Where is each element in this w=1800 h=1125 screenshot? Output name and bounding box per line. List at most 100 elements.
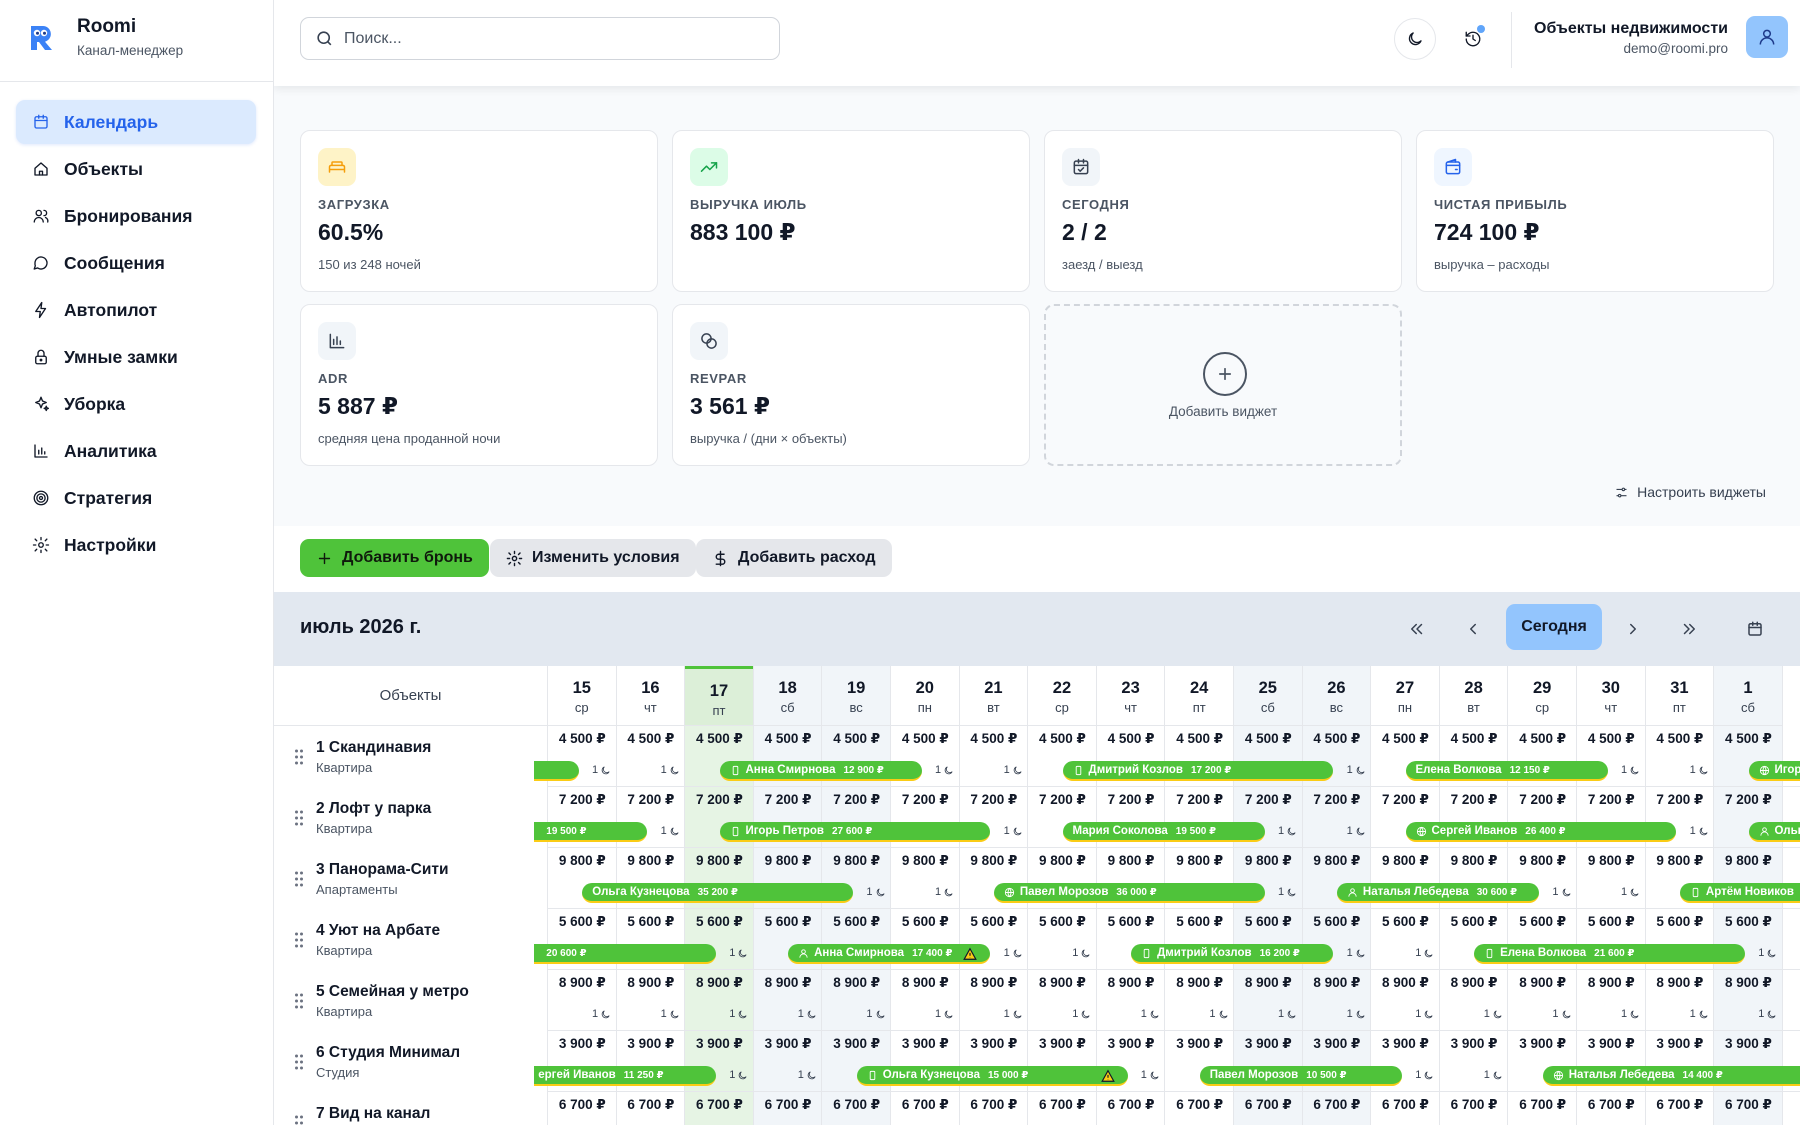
- nightly-price[interactable]: 8 900 ₽: [901, 975, 949, 990]
- sidebar-item-message[interactable]: Сообщения: [16, 241, 256, 285]
- nightly-price[interactable]: 4 500 ₽: [1450, 731, 1498, 746]
- day-header[interactable]: 26 вс: [1302, 666, 1371, 726]
- nightly-price[interactable]: 9 800 ₽: [696, 853, 743, 868]
- nightly-price[interactable]: 7 200 ₽: [1656, 792, 1704, 807]
- booking-bar[interactable]: Ольга Кузнецова 15 000 ₽: [856, 1066, 1128, 1086]
- nightly-price[interactable]: 5 600 ₽: [1176, 914, 1224, 929]
- prev-week-button[interactable]: [1452, 608, 1494, 650]
- nightly-price[interactable]: 6 700 ₽: [1244, 1097, 1292, 1112]
- nightly-price[interactable]: 8 900 ₽: [696, 975, 743, 990]
- nightly-price[interactable]: 7 200 ₽: [1450, 792, 1498, 807]
- nightly-price[interactable]: 9 800 ₽: [1382, 853, 1429, 868]
- nightly-price[interactable]: 6 700 ₽: [1519, 1097, 1567, 1112]
- booking-bar[interactable]: Мария Соколова 19 500 ₽: [1062, 822, 1265, 842]
- nightly-price[interactable]: 3 900 ₽: [1382, 1036, 1429, 1051]
- nightly-price[interactable]: 4 500 ₽: [1176, 731, 1224, 746]
- nightly-price[interactable]: 4 500 ₽: [1107, 731, 1155, 746]
- nightly-price[interactable]: 3 900 ₽: [1244, 1036, 1292, 1051]
- nightly-price[interactable]: 5 600 ₽: [1725, 914, 1772, 929]
- nightly-price[interactable]: 9 800 ₽: [1587, 853, 1635, 868]
- nightly-price[interactable]: 9 800 ₽: [1656, 853, 1704, 868]
- nightly-price[interactable]: 7 200 ₽: [764, 792, 812, 807]
- property-cell[interactable]: 7 Вид на канал: [274, 1092, 548, 1125]
- nightly-price[interactable]: 5 600 ₽: [1313, 914, 1361, 929]
- nightly-price[interactable]: 4 500 ₽: [696, 731, 743, 746]
- nightly-price[interactable]: 7 200 ₽: [833, 792, 881, 807]
- nightly-price[interactable]: 7 200 ₽: [627, 792, 675, 807]
- nightly-price[interactable]: 5 600 ₽: [833, 914, 881, 929]
- nightly-price[interactable]: 4 500 ₽: [1656, 731, 1704, 746]
- booking-bar[interactable]: Елена Волкова 12 150 ₽: [1405, 761, 1608, 781]
- booking-bar[interactable]: Наталья Лебедева 14 400 ₽: [1542, 1066, 1800, 1086]
- nightly-price[interactable]: 6 700 ₽: [1587, 1097, 1635, 1112]
- nightly-price[interactable]: 9 800 ₽: [558, 853, 606, 868]
- nightly-price[interactable]: 3 900 ₽: [696, 1036, 743, 1051]
- day-header[interactable]: 27 пн: [1371, 666, 1439, 726]
- nightly-price[interactable]: 7 200 ₽: [696, 792, 743, 807]
- booking-bar[interactable]: Артём Новиков: [1679, 883, 1800, 903]
- add-booking-button[interactable]: Добавить бронь: [300, 539, 489, 577]
- nightly-price[interactable]: 3 900 ₽: [1725, 1036, 1772, 1051]
- nightly-price[interactable]: 5 600 ₽: [1382, 914, 1429, 929]
- nightly-price[interactable]: 3 900 ₽: [1587, 1036, 1635, 1051]
- nightly-price[interactable]: 9 800 ₽: [1244, 853, 1292, 868]
- day-header[interactable]: 22 ср: [1028, 666, 1096, 726]
- nightly-price[interactable]: 7 200 ₽: [1176, 792, 1224, 807]
- nightly-price[interactable]: 8 900 ₽: [627, 975, 675, 990]
- booking-bar[interactable]: Дмитрий Козлов 16 200 ₽: [1131, 944, 1334, 964]
- nightly-price[interactable]: 4 500 ₽: [901, 731, 949, 746]
- nightly-price[interactable]: 4 500 ₽: [627, 731, 675, 746]
- nightly-price[interactable]: 8 900 ₽: [1656, 975, 1704, 990]
- nightly-price[interactable]: 4 500 ₽: [833, 731, 881, 746]
- next-month-button[interactable]: [1668, 608, 1710, 650]
- booking-bar[interactable]: Елена Волкова 21 600 ₽: [1474, 944, 1746, 964]
- nightly-price[interactable]: 6 700 ₽: [1039, 1097, 1086, 1112]
- widget-загрузка[interactable]: ЗАГРУЗКА 60.5% 150 из 248 ночей: [300, 130, 658, 292]
- booking-bar[interactable]: Игорь Петров 27 600 ₽: [719, 822, 991, 842]
- nightly-price[interactable]: 5 600 ₽: [696, 914, 743, 929]
- booking-bar[interactable]: Игорь Петров: [1748, 761, 1800, 781]
- nightly-price[interactable]: 6 700 ₽: [1107, 1097, 1155, 1112]
- prev-month-button[interactable]: [1396, 608, 1438, 650]
- history-button[interactable]: [1452, 18, 1494, 60]
- theme-toggle-button[interactable]: [1394, 18, 1436, 60]
- drag-handle-icon[interactable]: [294, 1114, 304, 1125]
- drag-handle-icon[interactable]: [294, 992, 304, 1010]
- nightly-price[interactable]: 3 900 ₽: [833, 1036, 881, 1051]
- sidebar-item-bolt[interactable]: Автопилот: [16, 288, 256, 332]
- property-cell[interactable]: 2 Лофт у парка Квартира: [274, 787, 548, 848]
- day-header[interactable]: 19 вс: [822, 666, 890, 726]
- nightly-price[interactable]: 8 900 ₽: [558, 975, 606, 990]
- add-widget-button[interactable]: Добавить виджет: [1044, 304, 1402, 466]
- search-box[interactable]: [300, 17, 780, 60]
- nightly-price[interactable]: 8 900 ₽: [1450, 975, 1498, 990]
- nightly-price[interactable]: 9 800 ₽: [627, 853, 675, 868]
- nightly-price[interactable]: 8 900 ₽: [1725, 975, 1772, 990]
- nightly-price[interactable]: 9 800 ₽: [970, 853, 1018, 868]
- day-header[interactable]: 16 чт: [616, 666, 685, 726]
- day-header[interactable]: 24 пт: [1165, 666, 1233, 726]
- widget-выручка-июль[interactable]: ВЫРУЧКА ИЮЛЬ 883 100 ₽: [672, 130, 1030, 292]
- day-header[interactable]: 21 вт: [959, 666, 1028, 726]
- day-header[interactable]: 15 ср: [548, 666, 616, 726]
- sidebar-item-bar-chart[interactable]: Аналитика: [16, 429, 256, 473]
- day-header[interactable]: 29 ср: [1508, 666, 1576, 726]
- nightly-price[interactable]: 4 500 ₽: [970, 731, 1018, 746]
- nightly-price[interactable]: 3 900 ₽: [1176, 1036, 1224, 1051]
- booking-bar[interactable]: Наталья Лебедева 30 600 ₽: [1336, 883, 1540, 903]
- nightly-price[interactable]: 6 700 ₽: [1382, 1097, 1429, 1112]
- property-cell[interactable]: 6 Студия Минимал Студия: [274, 1031, 548, 1092]
- nightly-price[interactable]: 3 900 ₽: [1656, 1036, 1704, 1051]
- nightly-price[interactable]: 8 900 ₽: [1107, 975, 1155, 990]
- nightly-price[interactable]: 5 600 ₽: [901, 914, 949, 929]
- sidebar-item-target[interactable]: Стратегия: [16, 476, 256, 520]
- nightly-price[interactable]: 9 800 ₽: [1450, 853, 1498, 868]
- nightly-price[interactable]: 5 600 ₽: [970, 914, 1018, 929]
- drag-handle-icon[interactable]: [294, 1053, 304, 1071]
- nightly-price[interactable]: 6 700 ₽: [696, 1097, 743, 1112]
- booking-bar[interactable]: Сергей Иванов 26 400 ₽: [1405, 822, 1677, 842]
- booking-bar[interactable]: Дмитрий Козлов 17 200 ₽: [1062, 761, 1334, 781]
- nightly-price[interactable]: 5 600 ₽: [764, 914, 812, 929]
- nightly-price[interactable]: 4 500 ₽: [558, 731, 606, 746]
- booking-bar[interactable]: Павел Морозов 36 000 ₽: [993, 883, 1265, 903]
